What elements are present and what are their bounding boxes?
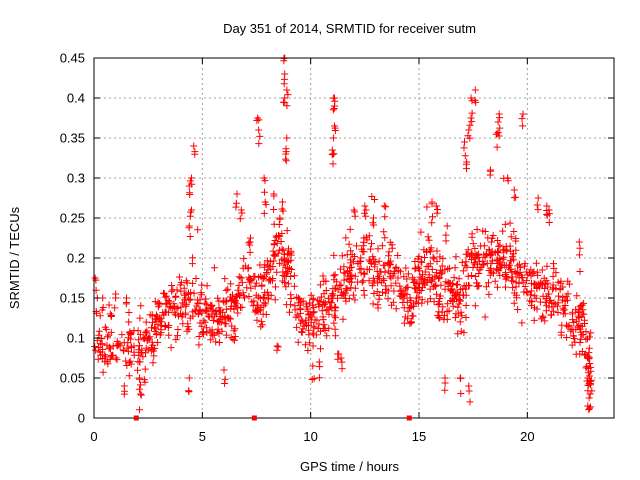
y-tick-label: 0.4 — [67, 91, 85, 106]
y-axis-label: SRMTID / TECUs — [7, 206, 22, 309]
y-tick-label: 0.05 — [60, 371, 85, 386]
gap-markers — [133, 415, 412, 421]
x-tick-label: 0 — [90, 429, 97, 444]
gap-marker — [251, 415, 257, 421]
data-points — [91, 54, 596, 414]
grid-lines — [94, 58, 614, 418]
data-series-segment — [253, 54, 414, 383]
gap-marker — [406, 415, 412, 421]
chart-title: Day 351 of 2014, SRMTID for receiver sut… — [223, 21, 476, 36]
x-tick-label: 20 — [520, 429, 534, 444]
gap-marker — [133, 415, 139, 421]
y-tick-label: 0 — [78, 411, 85, 426]
y-tick-label: 0.1 — [67, 331, 85, 346]
y-tick-label: 0.45 — [60, 51, 85, 66]
y-tick-label: 0.2 — [67, 251, 85, 266]
x-tick-label: 5 — [199, 429, 206, 444]
plot-frame — [93, 57, 615, 419]
y-tick-label: 0.15 — [60, 291, 85, 306]
data-series-segment — [91, 274, 138, 398]
y-tick-label: 0.35 — [60, 131, 85, 146]
x-axis-label: GPS time / hours — [300, 459, 399, 474]
data-series-segment — [407, 86, 596, 414]
y-tick-label: 0.3 — [67, 171, 85, 186]
x-tick-label: 15 — [412, 429, 426, 444]
axis-ticks: 0 0.05 0.1 0.15 0.2 0.25 0.3 0.35 0.4 0.45 0 5 10 15 2… — [60, 51, 614, 444]
y-tick-label: 0.25 — [60, 211, 85, 226]
x-tick-label: 10 — [303, 429, 317, 444]
data-series-segment — [134, 142, 260, 414]
